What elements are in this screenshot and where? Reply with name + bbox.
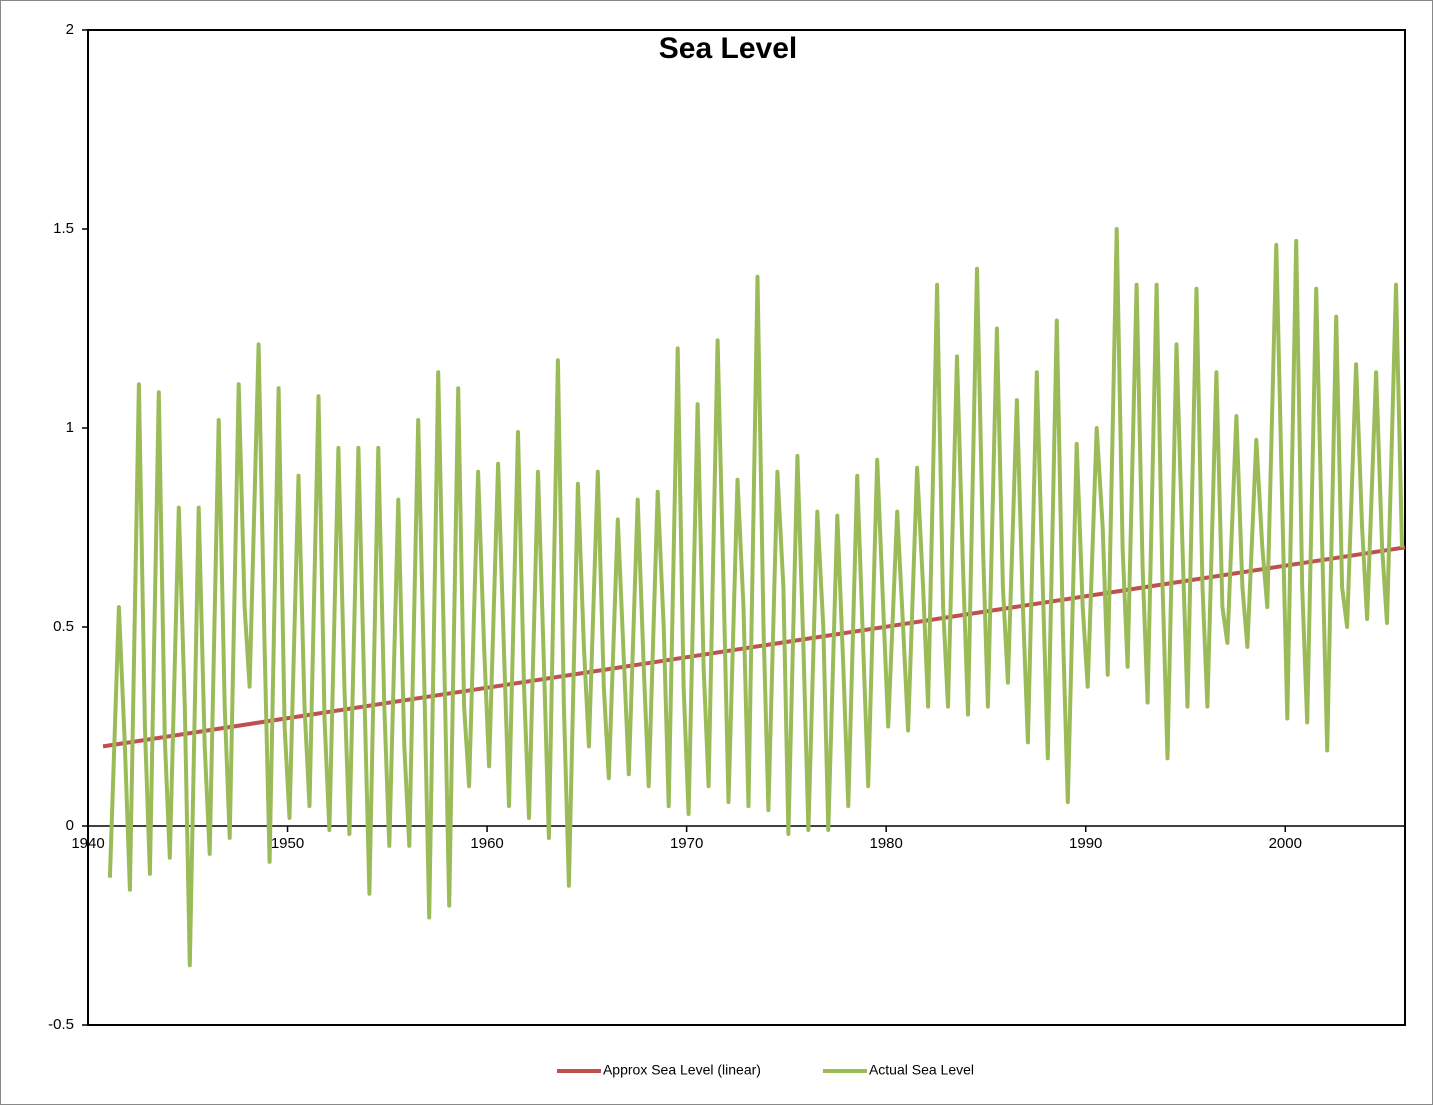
x-tick-label: 2000 [1269, 835, 1302, 852]
y-tick-label: 0 [66, 817, 74, 834]
y-tick-label: 1 [66, 419, 74, 436]
series-line [102, 545, 1406, 749]
x-tick-label: 1990 [1069, 835, 1102, 852]
y-tick-label: 0.5 [53, 618, 74, 635]
x-tick-label: 1970 [670, 835, 703, 852]
x-tick-label: 1950 [271, 835, 304, 852]
legend-label: Actual Sea Level [869, 1062, 974, 1078]
legend-label: Approx Sea Level (linear) [603, 1062, 761, 1078]
x-tick-label: 1940 [71, 835, 104, 852]
chart-title: Sea Level [659, 32, 797, 65]
x-tick-label: 1960 [470, 835, 503, 852]
series-line [107, 227, 1404, 968]
x-tick-label: 1980 [869, 835, 902, 852]
y-tick-label: 2 [66, 21, 74, 38]
y-tick-label: 1.5 [53, 220, 74, 237]
plot-area [87, 29, 1406, 1026]
y-tick-label: -0.5 [48, 1016, 74, 1033]
